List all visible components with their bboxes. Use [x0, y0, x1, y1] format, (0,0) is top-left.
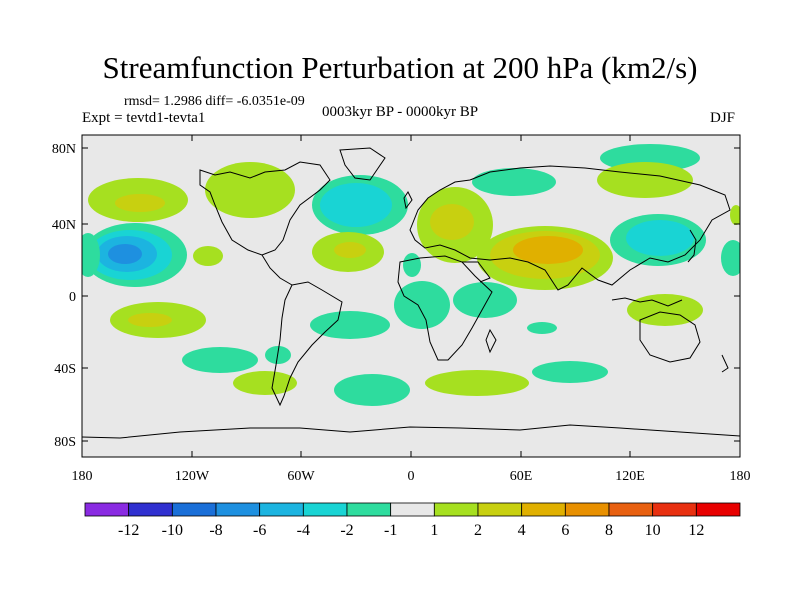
colorbar-label: -2: [340, 522, 353, 539]
colorbar-swatch: [608, 502, 654, 517]
contour-africa-neg: [394, 281, 450, 329]
colorbar-label: -1: [384, 522, 397, 539]
colorbar-swatch: [695, 502, 741, 517]
lon-label: 60E: [510, 469, 533, 484]
colorbar-swatch: [652, 502, 697, 517]
lon-label: 120W: [175, 469, 210, 484]
contour-namerica-pos: [205, 162, 295, 218]
lat-label: 80N: [52, 142, 76, 157]
contour-so-pos-1: [233, 371, 297, 395]
coast-japan: [687, 229, 697, 263]
colorbar-swatch: [433, 502, 479, 517]
colorbar-swatch: [390, 502, 435, 517]
contour-nwpac-inner: [626, 220, 694, 256]
period-text: 0003kyr BP - 0000kyr BP: [322, 104, 479, 120]
colorbar-label: -12: [118, 522, 139, 539]
colorbar-swatch: [477, 502, 523, 517]
contour-npacific-west: [82, 233, 100, 277]
colorbar-swatch: [84, 502, 130, 517]
colorbar-label: 4: [518, 522, 526, 539]
contour-east-edge-pos: [730, 205, 740, 225]
contour-npac-pos-core: [115, 194, 165, 212]
contour-spacific-core: [128, 313, 172, 327]
contour-so-neg-atl: [334, 374, 410, 406]
colorbar-label: 2: [474, 522, 482, 539]
lat-label: 0: [69, 290, 76, 305]
contour-asia-north-pos: [597, 162, 693, 198]
colorbar-label: -6: [253, 522, 266, 539]
season-text: DJF: [710, 110, 736, 126]
colorbar-swatch: [171, 502, 217, 517]
coast-uk: [403, 191, 413, 210]
colorbar-swatch: [346, 502, 392, 517]
lon-label: 180: [72, 469, 93, 484]
coast-australia: [639, 311, 701, 363]
contour-so-neg-ind: [532, 361, 608, 383]
contour-indonesia-pos: [627, 294, 703, 326]
coast-indonesia: [611, 297, 683, 307]
colorbar-label: -4: [297, 522, 310, 539]
contour-so-pos-2: [425, 370, 529, 396]
lat-label: 40N: [52, 218, 76, 233]
lon-label: 0: [408, 469, 415, 484]
coast-eurasia: [409, 165, 731, 291]
contour-east-edge: [721, 240, 740, 276]
contour-arctic-neg: [472, 168, 556, 196]
contour-ne-pac-small: [193, 246, 223, 266]
colorbar-label: 8: [605, 522, 613, 539]
colorbar-swatch: [521, 502, 566, 517]
colorbar-swatch: [259, 502, 304, 517]
coast-greenland: [339, 147, 386, 181]
coastlines: [82, 147, 740, 439]
colorbar: -12 -10 -8 -6 -4 -2 -1 1 2 4 6 8 10 12: [84, 502, 741, 539]
lon-label: 180: [730, 469, 751, 484]
contour-natlantic-inner: [320, 183, 392, 227]
contour-eurasia-mid: [430, 204, 474, 240]
coast-madagascar: [485, 328, 497, 354]
coast-central-america: [261, 254, 293, 286]
lon-label: 60W: [287, 469, 315, 484]
contour-samerica-neg: [310, 311, 390, 339]
colorbar-swatch: [564, 502, 610, 517]
chart-title: Streamfunction Perturbation at 200 hPa (…: [102, 50, 698, 85]
lat-label: 80S: [54, 435, 76, 450]
lat-labels: 80N 40N 0 40S 80S: [52, 142, 76, 450]
lon-labels: 180 120W 60W 0 60E 120E 180: [72, 469, 751, 484]
colorbar-label: 10: [645, 522, 661, 539]
contour-africa-neg-2: [403, 253, 421, 277]
contour-atlantic-pos-core: [334, 242, 366, 258]
coast-south-america: [271, 281, 343, 407]
contour-indian-ocean-neg: [453, 282, 517, 318]
contour-asia-core: [513, 236, 583, 264]
colorbar-label: -10: [162, 522, 183, 539]
colorbar-label: 12: [688, 522, 704, 539]
lon-label: 120E: [615, 469, 645, 484]
contour-so-pacific-neg: [182, 347, 258, 373]
lat-label: 40S: [54, 362, 76, 377]
coast-nz: [721, 354, 729, 373]
colorbar-swatch: [302, 502, 348, 517]
coast-africa: [397, 255, 493, 361]
coast-antarctica: [82, 424, 740, 439]
axis-ticks: [81, 135, 741, 457]
colorbar-swatch: [215, 502, 261, 517]
stats-text: rmsd= 1.2986 diff= -6.0351e-09: [124, 94, 305, 109]
colorbar-label: -8: [209, 522, 222, 539]
contour-npacific-core: [108, 244, 142, 264]
colorbar-label: 6: [561, 522, 569, 539]
coast-arabia: [462, 261, 491, 283]
experiment-text: Expt = tevtd1-tevta1: [82, 110, 206, 126]
colorbar-label: 1: [430, 522, 438, 539]
coast-north-america: [199, 161, 331, 256]
colorbar-swatch: [128, 502, 173, 517]
contour-fields: [82, 144, 740, 406]
contour-indian-small: [527, 322, 557, 334]
